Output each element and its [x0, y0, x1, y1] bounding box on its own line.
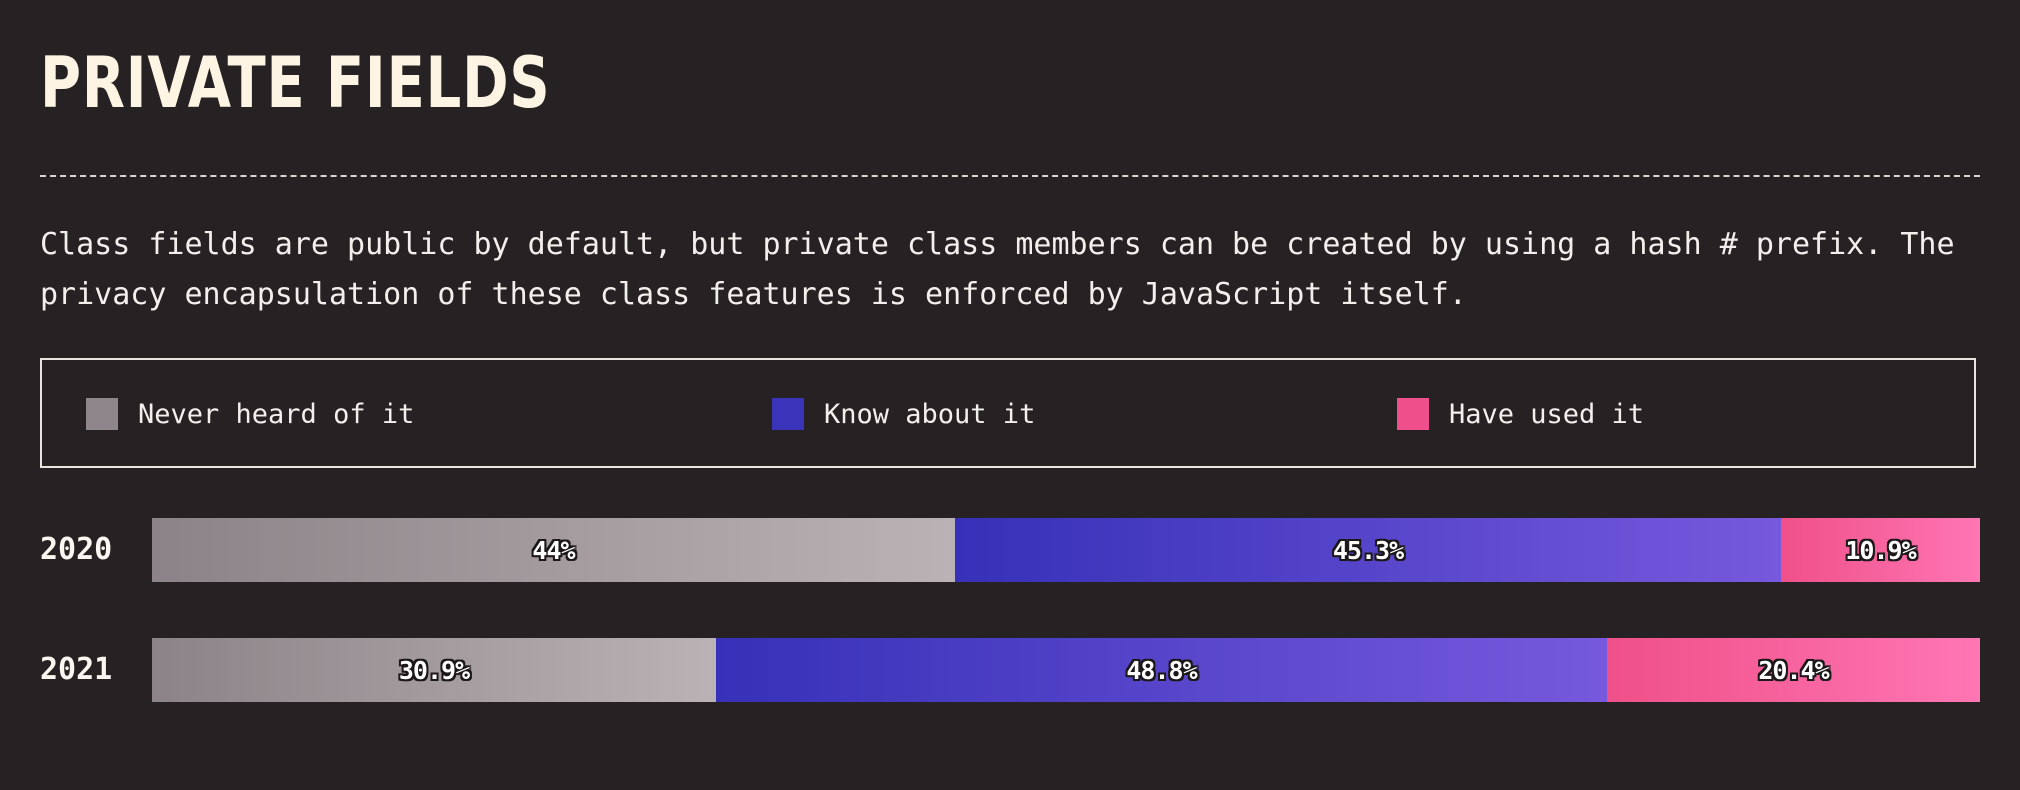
legend-swatch-have-used — [1397, 398, 1429, 430]
chart-description: Class fields are public by default, but … — [40, 220, 1980, 320]
chart-card: PRIVATE FIELDS Class fields are public b… — [40, 0, 1980, 790]
data-label-2021-know-about: 48.8% — [1126, 655, 1197, 685]
bar-segment-2021-never-heard[interactable]: 30.9% — [152, 638, 716, 702]
bar-row-2021: 2021 30.9% 48.8% 20.4% — [40, 638, 1980, 702]
year-label-2021: 2021 — [40, 652, 113, 687]
legend-item-have-used[interactable]: Have used it — [1397, 398, 1644, 430]
year-label-2020: 2020 — [40, 532, 113, 567]
bar-segment-2021-know-about[interactable]: 48.8% — [716, 638, 1607, 702]
legend-label-never-heard: Never heard of it — [138, 398, 415, 430]
bar-segment-2020-know-about[interactable]: 45.3% — [955, 518, 1781, 582]
data-label-2020-know-about: 45.3% — [1332, 535, 1404, 565]
bar-row-2020: 2020 44% 45.3% 10.9% — [40, 518, 1980, 582]
legend-label-know-about: Know about it — [824, 398, 1036, 430]
chart-title: PRIVATE FIELDS — [40, 42, 551, 124]
dashed-divider — [40, 175, 1980, 177]
stacked-bar-2021: 30.9% 48.8% 20.4% — [152, 638, 1980, 702]
data-label-2020-have-used: 10.9% — [1845, 535, 1916, 565]
bar-segment-2021-have-used[interactable]: 20.4% — [1607, 638, 1980, 702]
legend-swatch-know-about — [772, 398, 804, 430]
description-line-2: privacy encapsulation of these class fea… — [40, 277, 1467, 312]
legend-item-never-heard[interactable]: Never heard of it — [86, 398, 414, 430]
chart-legend: Never heard of it Know about it Have use… — [40, 358, 1976, 468]
data-label-2021-have-used: 20.4% — [1758, 655, 1829, 685]
data-label-2021-never-heard: 30.9% — [398, 655, 470, 685]
legend-item-know-about[interactable]: Know about it — [772, 398, 1035, 430]
bar-segment-2020-have-used[interactable]: 10.9% — [1781, 518, 1980, 582]
description-line-1: Class fields are public by default, but … — [40, 227, 1955, 262]
legend-label-have-used: Have used it — [1449, 398, 1645, 430]
data-label-2020-never-heard: 44% — [532, 535, 575, 565]
bar-segment-2020-never-heard[interactable]: 44% — [152, 518, 955, 582]
stacked-bar-2020: 44% 45.3% 10.9% — [152, 518, 1980, 582]
legend-swatch-never-heard — [86, 398, 118, 430]
